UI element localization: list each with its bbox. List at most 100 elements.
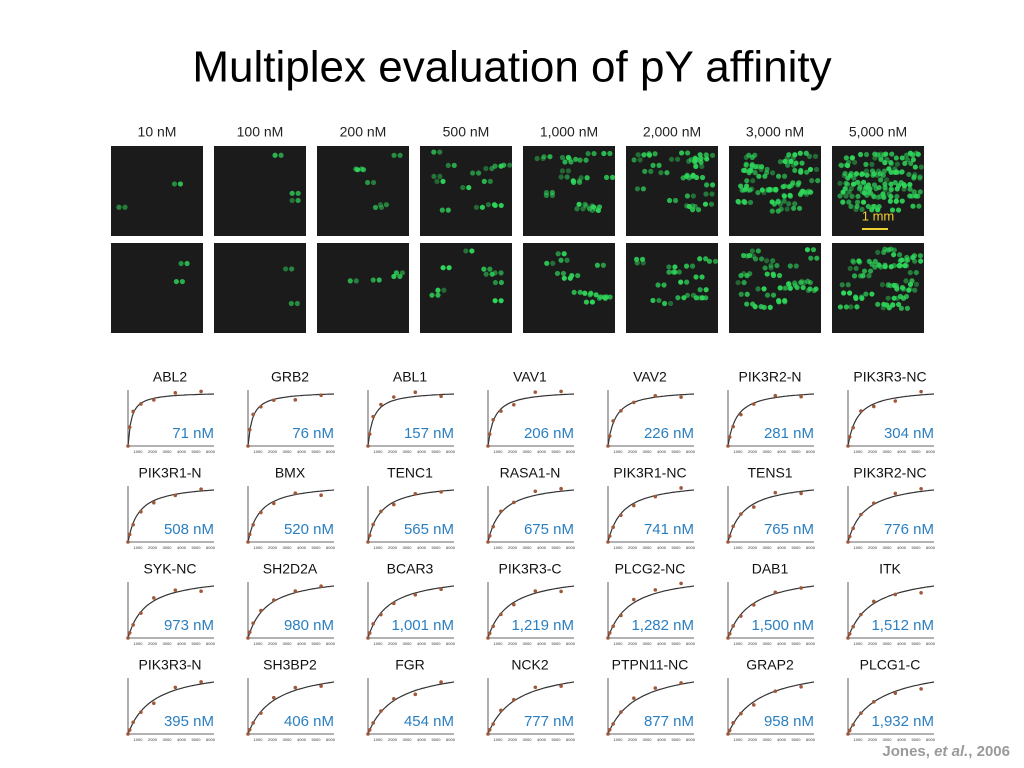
spot <box>747 199 754 206</box>
spot <box>911 253 918 259</box>
spot <box>758 164 765 170</box>
array-image <box>111 146 203 236</box>
spot <box>706 258 713 264</box>
data-point <box>499 612 503 617</box>
spot <box>759 187 765 193</box>
spot <box>469 248 475 254</box>
spot <box>861 190 868 196</box>
spot <box>391 273 397 280</box>
spot <box>764 166 770 172</box>
spot <box>872 258 878 264</box>
spot <box>435 292 441 298</box>
data-point <box>486 444 490 448</box>
x-tick-label: 5000 <box>192 641 202 646</box>
spot <box>803 150 809 156</box>
spot <box>431 173 437 180</box>
spot <box>583 299 590 305</box>
spot <box>843 304 850 310</box>
spot <box>895 207 902 213</box>
spot <box>544 260 550 266</box>
data-point <box>606 444 610 448</box>
data-point <box>199 487 203 491</box>
spot <box>807 166 814 173</box>
spot <box>549 189 555 196</box>
spot <box>870 203 876 210</box>
spot <box>913 281 920 287</box>
data-point <box>752 703 756 707</box>
data-point <box>512 697 516 702</box>
data-point <box>859 612 863 617</box>
data-point <box>611 722 615 726</box>
spot <box>668 156 675 162</box>
data-point <box>173 685 178 690</box>
data-point <box>619 710 623 714</box>
data-point <box>392 395 396 399</box>
spot <box>791 162 797 168</box>
spot <box>860 199 867 205</box>
data-point <box>127 532 132 537</box>
data-point <box>859 409 863 413</box>
spot <box>889 207 896 213</box>
spot <box>678 279 684 285</box>
data-point <box>371 414 375 419</box>
spot <box>593 292 599 298</box>
panel-name: SH2D2A <box>263 561 318 577</box>
x-tick-label: 1000 <box>374 449 384 454</box>
spot <box>906 171 912 178</box>
x-tick-label: 2000 <box>628 641 638 646</box>
x-tick-label: 3000 <box>883 641 893 646</box>
data-point <box>619 513 623 518</box>
x-tick-label: 5000 <box>432 545 442 550</box>
spot <box>897 252 903 258</box>
spot <box>702 201 709 207</box>
data-point <box>131 623 135 627</box>
spot <box>752 164 759 170</box>
spot <box>885 282 891 288</box>
spot <box>577 289 583 295</box>
spot <box>667 300 674 307</box>
spot <box>435 287 441 293</box>
x-tick-label: 5000 <box>912 737 922 742</box>
spot <box>565 168 572 174</box>
spot <box>559 154 566 161</box>
spot <box>896 301 902 308</box>
spot <box>498 163 504 169</box>
data-point <box>533 390 538 394</box>
spot <box>445 207 451 213</box>
fit-curve <box>607 489 695 543</box>
spot <box>793 263 799 269</box>
spot <box>559 168 566 174</box>
fit-curve <box>367 393 455 447</box>
spot <box>570 178 576 184</box>
spot <box>845 175 851 181</box>
spot <box>740 167 747 173</box>
data-point <box>247 727 252 732</box>
x-tick-label: 4000 <box>537 641 547 646</box>
data-point <box>246 732 250 736</box>
data-point <box>319 393 323 398</box>
spot <box>690 193 696 199</box>
spot <box>746 252 753 259</box>
spot <box>558 174 564 180</box>
spot <box>893 155 899 161</box>
spot <box>476 170 482 176</box>
spot <box>805 278 811 284</box>
data-point <box>246 636 250 640</box>
kd-label: 1,282 nM <box>631 617 694 634</box>
spot <box>775 208 781 214</box>
spot <box>672 264 678 270</box>
panel-name: FGR <box>395 657 425 673</box>
x-tick-label: 5000 <box>432 737 442 742</box>
spot <box>848 186 854 192</box>
x-tick-label: 1000 <box>254 641 264 646</box>
spot <box>460 184 466 191</box>
x-tick-label: 5000 <box>672 737 682 742</box>
spot <box>588 290 594 296</box>
spot <box>879 282 885 288</box>
spot <box>431 149 437 155</box>
spot <box>907 286 913 292</box>
x-tick-label: 1000 <box>374 737 384 742</box>
spot <box>648 168 654 174</box>
x-tick-label: 5000 <box>912 545 922 550</box>
spot <box>881 152 887 158</box>
